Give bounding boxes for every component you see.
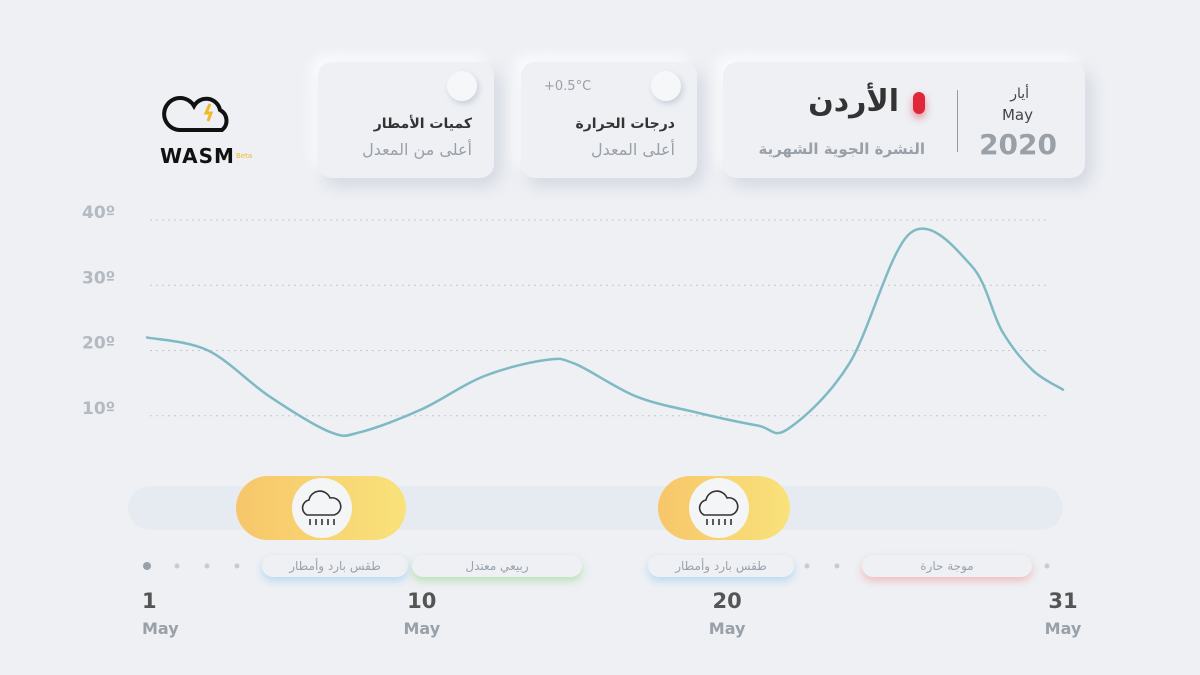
x-tick-label: 1 xyxy=(142,589,157,613)
rain-icon xyxy=(698,490,739,525)
x-tick-label: 31 xyxy=(1048,589,1077,613)
x-tick-label: 10 xyxy=(407,589,436,613)
month-en: May xyxy=(1001,106,1033,124)
day-dots xyxy=(143,562,1050,570)
event-label: ربيعي معتدل xyxy=(412,555,582,577)
event-label: طقس بارد وأمطار xyxy=(262,555,408,577)
country: الأردن xyxy=(808,84,899,119)
y-tick-label: 40º xyxy=(82,203,115,223)
temperature-card: +0.5°C درجات الحرارة أعلى المعدل xyxy=(521,62,697,178)
rainfall-card: كميات الأمطار أعلى من المعدل xyxy=(318,62,494,178)
card-status: أعلى المعدل xyxy=(590,140,675,159)
temperature-delta: +0.5°C xyxy=(544,79,592,94)
x-unit-label: May xyxy=(403,619,440,638)
y-tick-label: 20º xyxy=(82,334,115,354)
header-card: أيار May 2020 الأردن النشرة الجوية الشهر… xyxy=(723,62,1085,178)
x-unit-label: May xyxy=(709,619,746,638)
drop-icon xyxy=(447,71,477,101)
month-ar: أيار xyxy=(1010,86,1029,102)
logo-text: WASM xyxy=(160,144,235,168)
event-label: طقس بارد وأمطار xyxy=(648,555,794,577)
rain-icon xyxy=(301,490,342,525)
logo: WASM Beta xyxy=(160,90,252,168)
card-title: كميات الأمطار xyxy=(373,116,472,132)
card-title: درجات الحرارة xyxy=(575,116,675,132)
rain-icon-bg xyxy=(292,478,352,538)
subtitle: النشرة الجوية الشهرية xyxy=(758,140,925,158)
logo-badge: Beta xyxy=(236,152,253,160)
line-series xyxy=(145,227,1065,437)
rain-icon-bg xyxy=(689,478,749,538)
y-tick-label: 10º xyxy=(82,399,115,419)
logo-icon xyxy=(162,96,229,132)
y-tick-label: 30º xyxy=(82,268,115,288)
card-status: أعلى من المعدل xyxy=(362,140,472,159)
divider xyxy=(957,90,958,152)
year: 2020 xyxy=(979,128,1057,161)
status-dot xyxy=(913,92,925,114)
thermometer-icon xyxy=(651,71,681,101)
x-unit-label: May xyxy=(142,619,179,638)
event-label: موجة حارة xyxy=(862,555,1032,577)
x-tick-label: 20 xyxy=(713,589,742,613)
x-unit-label: May xyxy=(1045,619,1082,638)
